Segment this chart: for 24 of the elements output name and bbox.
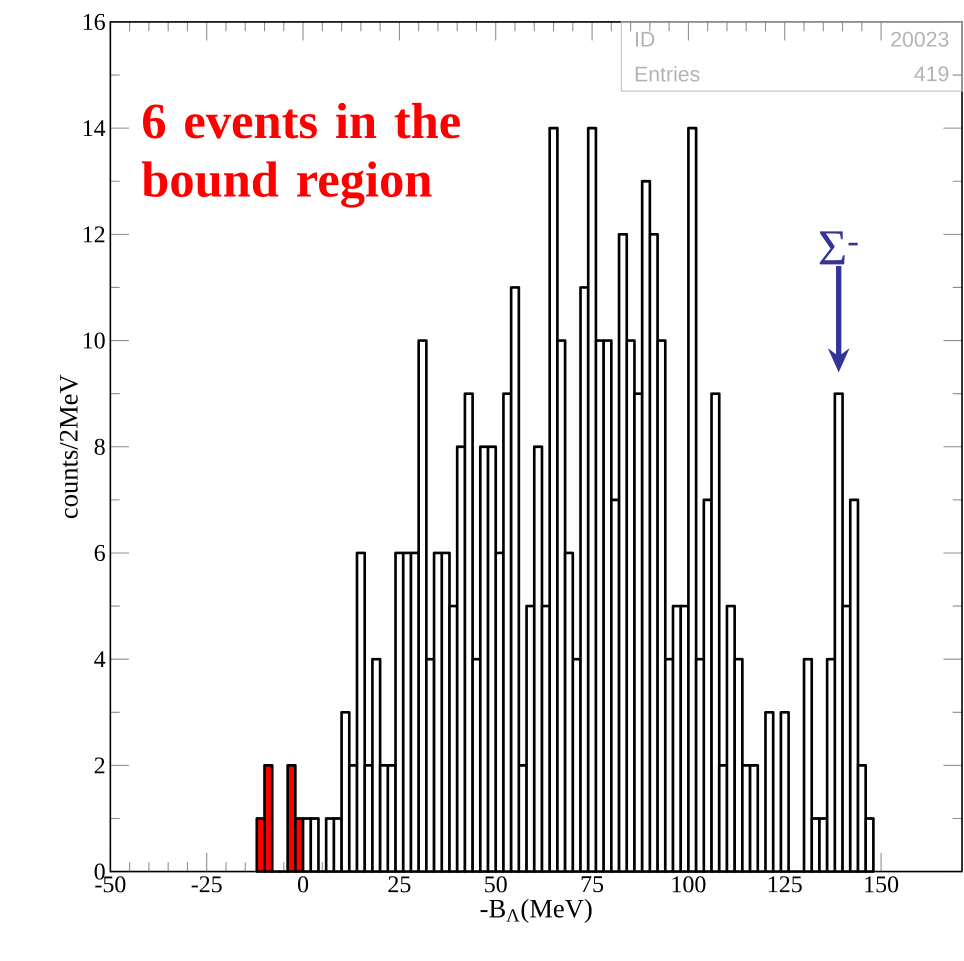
- y-axis-title: counts/2MeV: [60, 374, 78, 518]
- annotation: 20023: [891, 32, 948, 47]
- x-tick-label: 0: [298, 876, 308, 892]
- annotation: Σ$^{-}$: [820, 231, 858, 264]
- y-tick-label: 2: [94, 757, 104, 774]
- x-axis-title: -B$_{Λ}$(MeV): [480, 898, 592, 923]
- x-tick-label: 50: [485, 876, 507, 892]
- x-tick-label: 150: [865, 876, 898, 892]
- y-tick-label: 12: [84, 226, 104, 242]
- annotation: 6 events in the bound region: [142, 102, 460, 208]
- x-tick-label: -25: [192, 876, 222, 892]
- y-tick-label: 14: [84, 120, 106, 136]
- x-tick-label: 100: [672, 876, 706, 892]
- annotation: ID: [636, 32, 654, 46]
- x-tick-label: 25: [388, 876, 410, 892]
- y-tick-label: 10: [84, 332, 105, 348]
- y-tick-label: 4: [94, 651, 106, 667]
- y-tick-label: 8: [94, 438, 105, 455]
- x-tick-label: 75: [582, 876, 604, 892]
- annotation: 419: [914, 66, 948, 82]
- x-tick-label: 125: [768, 876, 802, 892]
- annotation: Entries: [636, 66, 700, 82]
- y-tick-label: 16: [84, 14, 105, 30]
- y-tick-label: 6: [94, 544, 105, 561]
